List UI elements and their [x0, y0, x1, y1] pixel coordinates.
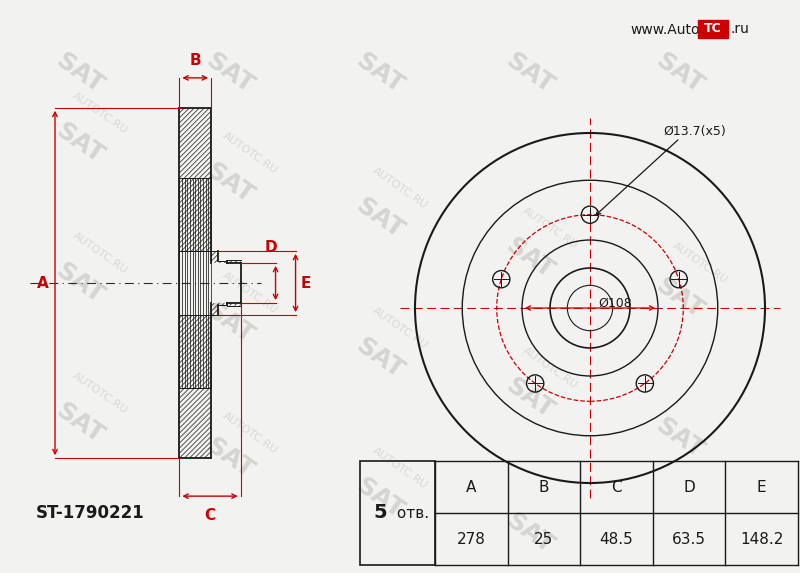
Bar [360, 461, 435, 565]
Text: 25: 25 [534, 532, 554, 547]
Text: Ø13.7(x5): Ø13.7(x5) [664, 125, 726, 138]
Text: A: A [466, 480, 477, 494]
Text: AUTOTC.RU: AUTOTC.RU [70, 91, 130, 136]
Text: E: E [757, 480, 766, 494]
Text: 48.5: 48.5 [600, 532, 634, 547]
Text: 148.2: 148.2 [740, 532, 783, 547]
Text: 63.5: 63.5 [672, 532, 706, 547]
Text: SAT: SAT [502, 508, 558, 558]
Text: SAT: SAT [52, 118, 108, 168]
Text: C: C [611, 480, 622, 494]
Bar [698, 20, 728, 38]
Text: SAT: SAT [202, 433, 258, 483]
Text: AUTOTC.RU: AUTOTC.RU [70, 370, 130, 415]
Text: AUTOTC.RU: AUTOTC.RU [221, 410, 279, 456]
Text: A: A [37, 276, 49, 291]
Text: .ru: .ru [730, 22, 749, 36]
Text: SAT: SAT [52, 398, 108, 448]
Text: AUTOTC.RU: AUTOTC.RU [521, 205, 579, 250]
Text: SAT: SAT [502, 48, 558, 98]
Text: C: C [205, 508, 215, 523]
Text: AUTOTC.RU: AUTOTC.RU [370, 166, 430, 211]
Text: AUTOTC.RU: AUTOTC.RU [370, 305, 430, 351]
Text: AUTOTC.RU: AUTOTC.RU [670, 240, 730, 285]
Text: AUTOTC.RU: AUTOTC.RU [521, 346, 579, 391]
Text: SAT: SAT [652, 48, 708, 98]
Text: AUTOTC.RU: AUTOTC.RU [221, 131, 279, 176]
Text: B: B [538, 480, 549, 494]
Text: SAT: SAT [202, 298, 258, 348]
Text: 278: 278 [457, 532, 486, 547]
Text: отв.: отв. [393, 505, 430, 520]
Text: SAT: SAT [502, 233, 558, 283]
Text: TC: TC [704, 22, 722, 36]
Text: E: E [301, 276, 311, 291]
Text: 5: 5 [374, 504, 387, 523]
Text: SAT: SAT [352, 333, 408, 383]
Text: D: D [264, 240, 277, 255]
Text: www.Auto: www.Auto [630, 23, 699, 37]
Text: SAT: SAT [202, 48, 258, 98]
Text: SAT: SAT [352, 193, 408, 243]
Text: B: B [190, 53, 201, 68]
Text: SAT: SAT [52, 258, 108, 308]
Text: SAT: SAT [652, 273, 708, 323]
Text: Ø108: Ø108 [598, 296, 632, 309]
Text: D: D [683, 480, 695, 494]
Text: ST-1790221: ST-1790221 [36, 504, 144, 522]
Text: SAT: SAT [352, 473, 408, 523]
Text: SAT: SAT [652, 413, 708, 463]
Text: SAT: SAT [52, 48, 108, 98]
Text: AUTOTC.RU: AUTOTC.RU [221, 270, 279, 316]
Text: SAT: SAT [202, 158, 258, 208]
Text: AUTOTC.RU: AUTOTC.RU [370, 445, 430, 490]
Text: SAT: SAT [352, 48, 408, 98]
Text: SAT: SAT [502, 373, 558, 423]
Text: AUTOTC.RU: AUTOTC.RU [70, 230, 130, 276]
